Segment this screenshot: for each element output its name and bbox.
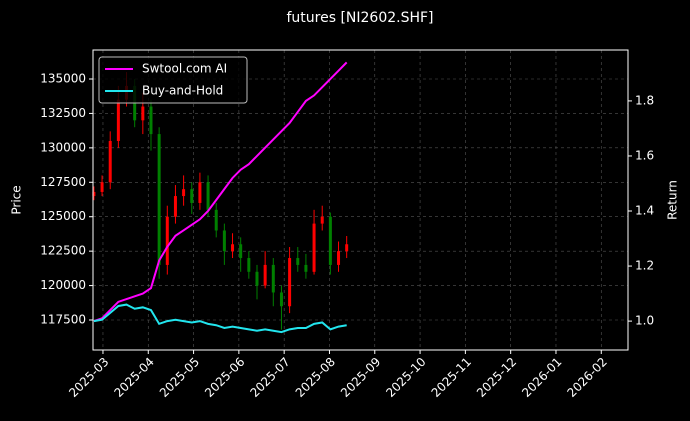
candle-body bbox=[198, 182, 202, 203]
candle-body bbox=[214, 209, 218, 231]
candle-body bbox=[165, 216, 169, 265]
y-tick-label: 125000 bbox=[40, 209, 86, 223]
candle-body bbox=[206, 182, 210, 210]
candle-body bbox=[312, 223, 316, 272]
candle-body bbox=[288, 258, 292, 307]
y-axis-label: Price bbox=[10, 185, 24, 214]
y2-tick-label: 1.4 bbox=[635, 204, 654, 218]
candle-body bbox=[320, 216, 324, 224]
chart-title: futures [NI2602.SHF] bbox=[286, 10, 433, 26]
y-tick-label: 117500 bbox=[40, 313, 86, 327]
candle-body bbox=[304, 264, 308, 272]
y2-tick-label: 1.2 bbox=[635, 259, 654, 273]
y2-tick-label: 1.8 bbox=[635, 93, 654, 107]
y-tick-label: 120000 bbox=[40, 278, 86, 292]
y2-tick-label: 1.6 bbox=[635, 148, 654, 162]
candle-body bbox=[222, 230, 226, 252]
candle-body bbox=[337, 251, 341, 265]
legend-box bbox=[98, 56, 248, 104]
candle-body bbox=[279, 292, 283, 307]
line-series bbox=[93, 61, 348, 323]
candle-body bbox=[231, 244, 235, 252]
candle-body bbox=[247, 258, 251, 272]
legend-label: Swtool.com AI bbox=[142, 62, 227, 76]
y-tick-label: 132500 bbox=[40, 106, 86, 120]
candle-body bbox=[149, 106, 153, 135]
y-tick-label: 122500 bbox=[40, 244, 86, 258]
candle-body bbox=[108, 140, 112, 183]
y-tick-label: 127500 bbox=[40, 175, 86, 189]
plot-frame bbox=[92, 49, 629, 351]
candle-body bbox=[345, 244, 349, 252]
legend-label: Buy-and-Hold bbox=[142, 84, 223, 98]
candle-body bbox=[92, 191, 96, 197]
candle-body bbox=[141, 106, 145, 121]
line-series bbox=[93, 303, 347, 334]
y-tick-label: 135000 bbox=[40, 72, 86, 86]
y2-tick-label: 1.0 bbox=[635, 314, 654, 328]
candle-body bbox=[182, 189, 186, 197]
candle-body bbox=[116, 99, 120, 141]
candle-body bbox=[157, 134, 161, 265]
candle-body bbox=[271, 264, 275, 293]
candle-body bbox=[239, 244, 243, 259]
candle-body bbox=[100, 182, 104, 192]
candle-body bbox=[296, 258, 300, 265]
candle-body bbox=[173, 196, 177, 217]
candle-body bbox=[263, 264, 267, 286]
candle-body bbox=[190, 189, 194, 203]
y-tick-label: 130000 bbox=[40, 140, 86, 154]
y2-axis-label: Return bbox=[666, 180, 680, 220]
candle-body bbox=[255, 271, 259, 286]
candle-body bbox=[328, 216, 332, 265]
